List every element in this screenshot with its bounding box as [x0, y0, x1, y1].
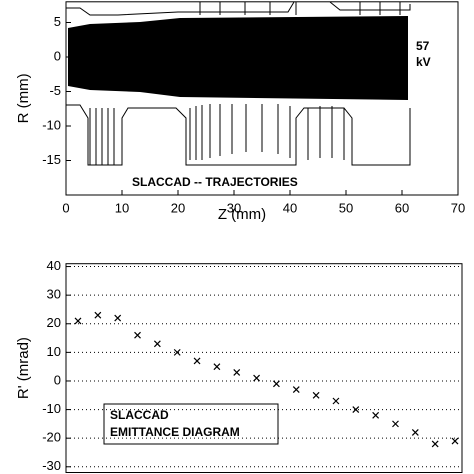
y-tick-label: -30: [42, 458, 61, 473]
data-point: [94, 311, 102, 319]
y-tick-label: 20: [47, 315, 61, 330]
x-tick-label: 30: [227, 200, 241, 215]
y-tick-label: -15: [42, 152, 61, 167]
y-tick-label: -10: [42, 117, 61, 132]
data-point: [372, 411, 380, 419]
y-tick-label: 0: [54, 372, 61, 387]
x-tick-label: 0: [62, 200, 69, 215]
x-tick-label: 60: [395, 200, 409, 215]
data-point: [134, 331, 141, 339]
data-point: [233, 368, 241, 376]
data-point: [312, 391, 320, 399]
plot-frame: [65, 1, 459, 196]
plot-frame: [65, 263, 463, 474]
y-tick-label: 5: [54, 14, 61, 29]
y-axis-label: R (mm): [15, 73, 32, 123]
y-axis-label: R' (mrad): [15, 337, 32, 399]
x-axis-label: Z (mm): [218, 206, 266, 223]
voltage-label: 57: [416, 39, 430, 53]
y-tick-label: -20: [42, 430, 61, 445]
y-tick-label: -5: [49, 83, 61, 98]
data-point: [392, 420, 399, 428]
y-tick-label: 0: [54, 48, 61, 63]
data-point: [411, 429, 419, 436]
voltage-unit: kV: [416, 55, 431, 69]
y-tick-label: 40: [47, 258, 61, 273]
y-tick-label: 10: [47, 344, 61, 359]
data-point: [153, 340, 161, 348]
panel-annotation: SLACCAD -- TRAJECTORIES: [132, 175, 298, 189]
x-tick-label: 40: [283, 200, 297, 215]
x-tick-label: 20: [171, 200, 185, 215]
data-point: [332, 397, 340, 405]
beam: [68, 16, 408, 100]
y-tick-label: -10: [42, 401, 61, 416]
data-point: [352, 406, 360, 413]
y-tick-label: 30: [47, 287, 61, 302]
data-point: [253, 374, 261, 382]
panel-annotation: EMITTANCE DIAGRAM: [110, 425, 240, 439]
x-tick-label: 50: [339, 200, 353, 215]
data-point: [213, 363, 221, 371]
x-tick-label: 70: [451, 200, 465, 215]
x-tick-label: 10: [115, 200, 129, 215]
data-point: [272, 380, 280, 388]
panel-annotation: SLACCAD: [110, 408, 169, 422]
electrode-drawing: [66, 1, 411, 166]
data-point: [451, 437, 459, 445]
annotation-box: [103, 403, 279, 445]
data-point: [173, 348, 181, 356]
data-point: [74, 317, 82, 325]
data-point: [114, 314, 122, 322]
data-point: [292, 386, 300, 393]
data-point: [431, 440, 439, 448]
data-point: [193, 357, 201, 365]
